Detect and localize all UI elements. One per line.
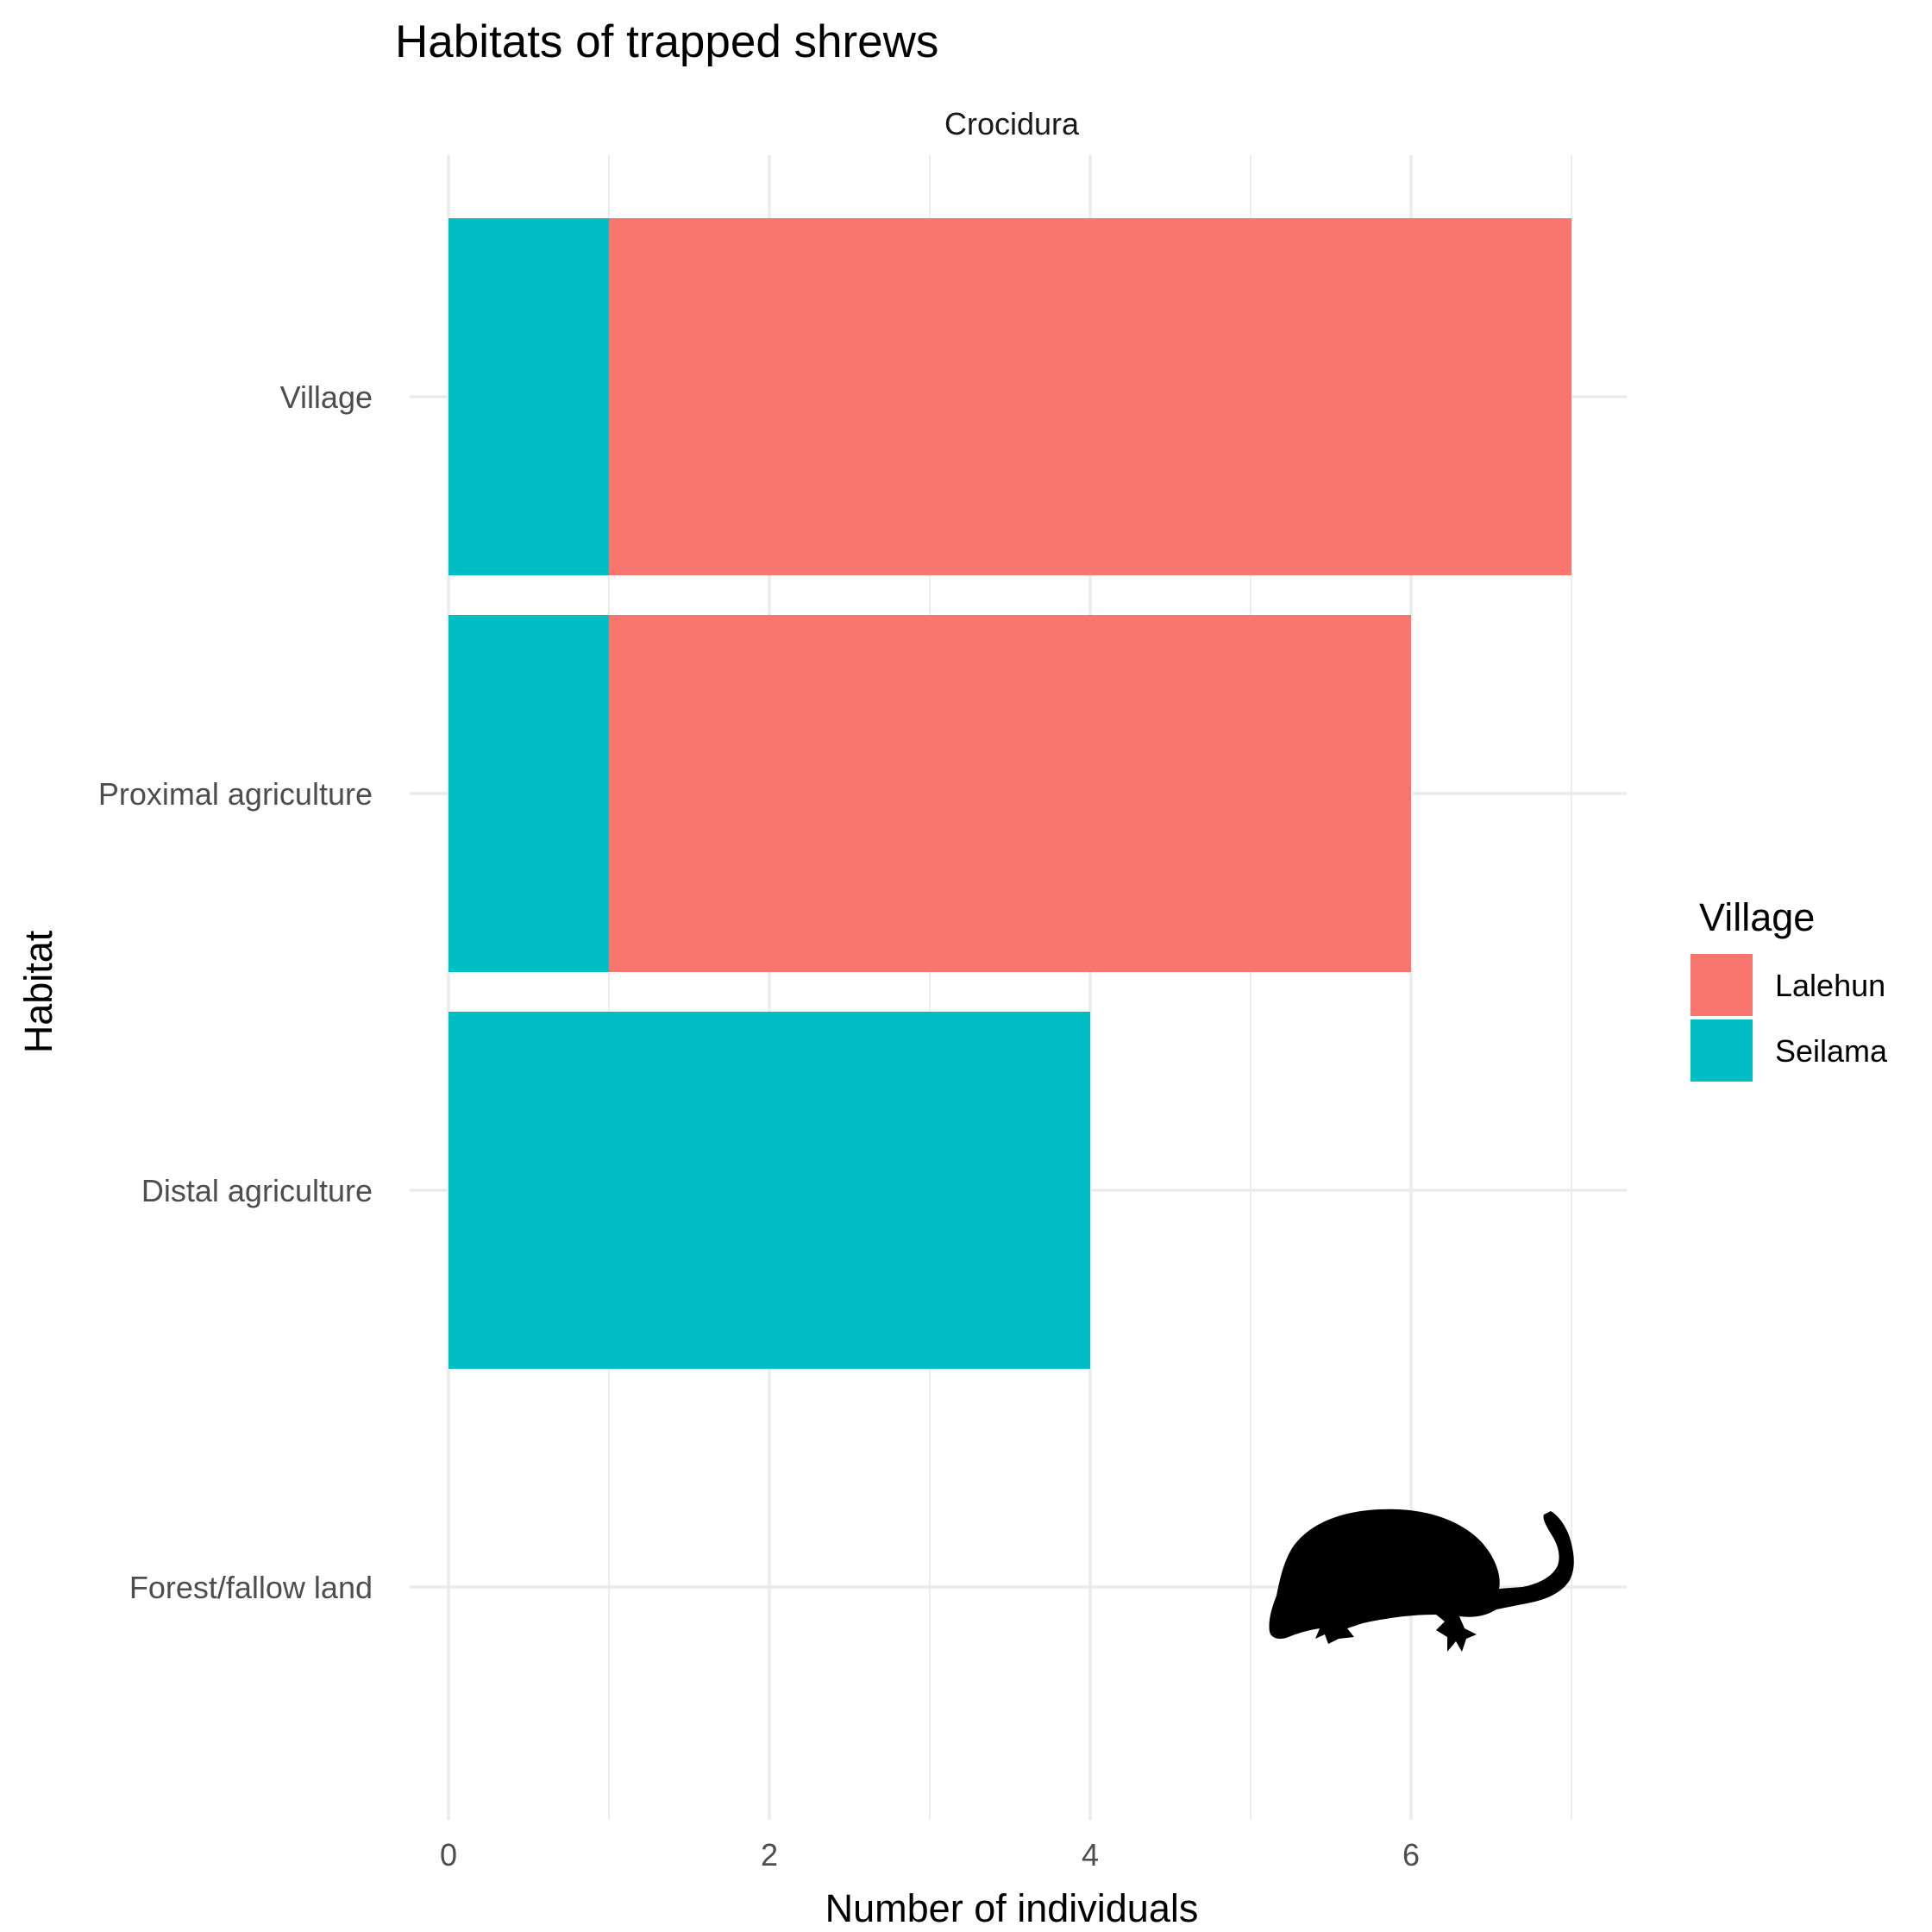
legend-label: Seilama	[1775, 1033, 1888, 1069]
y-tick-label: Village	[280, 380, 373, 415]
facet-strip-label: Crocidura	[944, 106, 1080, 141]
x-axis-title: Number of individuals	[825, 1886, 1199, 1930]
legend: Village Lalehun Seilama	[1690, 895, 1888, 1082]
x-tick-label: 6	[1402, 1837, 1420, 1872]
x-tick-label: 4	[1082, 1837, 1099, 1872]
x-tick-label: 0	[440, 1837, 457, 1872]
legend-key	[1690, 1019, 1753, 1082]
legend-label: Lalehun	[1775, 968, 1885, 1003]
legend-key	[1690, 954, 1753, 1016]
x-tick-label: 2	[761, 1837, 778, 1872]
shrew-silhouette-icon	[1269, 1509, 1574, 1652]
bar-segment	[609, 218, 1571, 575]
y-tick-labels: Village Proximal agriculture Distal agricu…	[98, 380, 373, 1605]
x-tick-labels: 0 2 4 6	[440, 1837, 1420, 1872]
bar-segment	[448, 1012, 1090, 1369]
y-tick-label: Proximal agriculture	[98, 776, 373, 812]
y-tick-label: Forest/fallow land	[129, 1570, 373, 1605]
bar-segment	[609, 615, 1411, 972]
y-tick-label: Distal agriculture	[141, 1173, 373, 1208]
chart-title: Habitats of trapped shrews	[395, 16, 938, 67]
bar-segment	[448, 615, 609, 972]
bar-segment	[448, 218, 609, 575]
y-axis-title: Habitat	[16, 930, 60, 1053]
legend-title: Village	[1699, 895, 1815, 939]
bars	[448, 218, 1571, 1369]
